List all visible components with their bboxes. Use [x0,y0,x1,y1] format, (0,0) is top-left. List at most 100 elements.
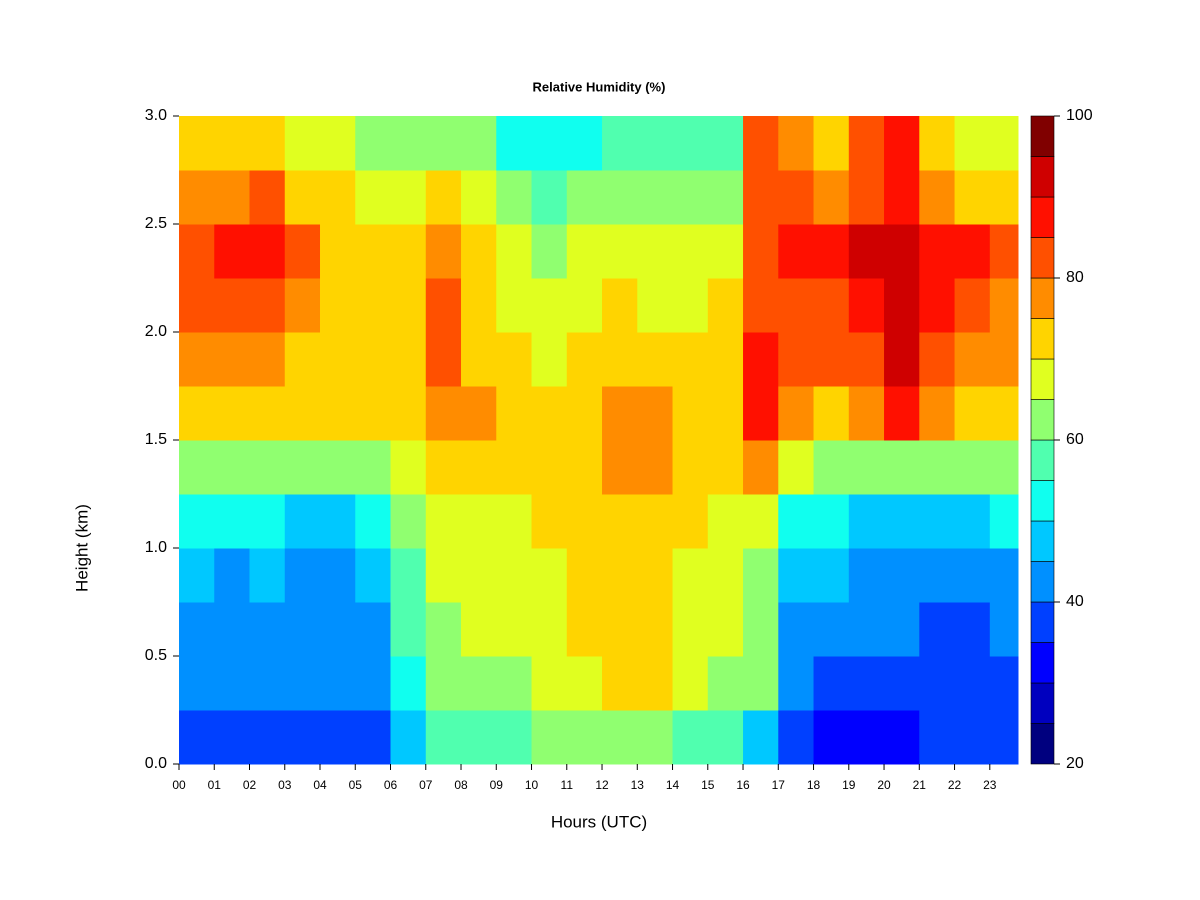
heat-cell [496,548,533,603]
heat-cell [707,116,744,171]
heat-cell [531,278,568,333]
heat-cell [989,494,1019,549]
heat-cell [778,602,815,657]
heat-cell [848,494,885,549]
colorbar-band [1030,237,1055,279]
heat-cell [919,710,956,765]
heat-cell [848,170,885,225]
heat-cell [425,116,462,171]
heat-cell [461,386,497,441]
colorbar-band [1030,318,1055,360]
heat-cell [743,440,779,495]
heat-cell [425,170,462,225]
heat-cell [707,170,744,225]
heat-cell [884,224,920,279]
heat-cell [602,656,638,711]
heat-cell [637,116,674,171]
x-tick-label: 14 [666,778,680,792]
heat-cell [954,656,991,711]
heat-cell [249,278,286,333]
heat-cell [919,386,956,441]
x-tick-label: 19 [842,778,856,792]
heat-cell [813,494,850,549]
heat-cell [884,656,920,711]
heat-cell [602,602,638,657]
heat-cell [778,386,815,441]
heat-cell [390,386,427,441]
heat-cell [989,440,1019,495]
heat-cell [707,278,744,333]
heat-cell [531,224,568,279]
heat-cell [179,710,215,765]
heat-cell [778,656,815,711]
heat-cell [989,224,1019,279]
heat-cell [214,278,251,333]
x-tick-label: 10 [525,778,539,792]
heat-cell [672,332,709,387]
heat-cell [355,224,392,279]
heat-cell [566,440,603,495]
colorbar-band [1030,439,1055,481]
heat-cell [954,278,991,333]
heat-cell [566,710,603,765]
heat-cell [884,710,920,765]
heat-cell [637,494,674,549]
heat-cell [214,656,251,711]
heat-cell [284,548,321,603]
heat-cell [566,278,603,333]
heat-cell [566,116,603,171]
heat-cell [390,602,427,657]
heat-cell [320,656,356,711]
heat-cell [954,548,991,603]
x-axis-label: Hours (UTC) [551,812,647,831]
heat-cell [249,710,286,765]
heat-cell [743,278,779,333]
x-tick-label: 23 [983,778,997,792]
heat-cell [355,494,392,549]
heat-cell [320,386,356,441]
y-tick-label: 3.0 [145,107,167,124]
heat-cell [214,170,251,225]
heat-cell [496,332,533,387]
heat-cell [284,602,321,657]
heat-cell [813,710,850,765]
heat-cell [813,278,850,333]
heat-cell [672,386,709,441]
heat-cell [390,170,427,225]
heat-cell [848,602,885,657]
heat-cell [461,224,497,279]
heat-cell [390,278,427,333]
heat-cell [813,386,850,441]
y-tick-label: 1.0 [145,539,167,556]
heat-cell [566,656,603,711]
heat-cell [214,440,251,495]
heat-cell [425,278,462,333]
heat-cell [954,440,991,495]
heat-cell [954,224,991,279]
heat-cell [531,656,568,711]
heat-cell [919,656,956,711]
heat-cell [989,710,1019,765]
x-tick-label: 01 [208,778,222,792]
colorbar-band [1030,642,1055,684]
heat-cell [320,332,356,387]
heat-cell [672,116,709,171]
heat-cell [919,170,956,225]
heat-cell [919,548,956,603]
heat-cell [637,386,674,441]
heat-cell [531,548,568,603]
heat-cell [813,602,850,657]
heat-cell [848,278,885,333]
heat-cell [848,386,885,441]
heat-cell [531,386,568,441]
heat-cell [707,224,744,279]
x-tick-label: 04 [313,778,327,792]
y-tick-label: 0.5 [145,647,167,664]
heat-cell [355,386,392,441]
colorbar-tick-label: 80 [1066,269,1084,286]
colorbar-tick-label: 40 [1066,593,1084,610]
heat-cell [461,548,497,603]
heat-cell [672,710,709,765]
heat-cell [919,224,956,279]
